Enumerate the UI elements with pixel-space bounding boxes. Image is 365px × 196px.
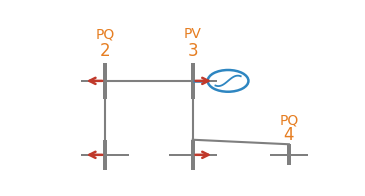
Bar (169, 154, 217, 156)
Bar (287, 144, 291, 165)
Bar (81, 154, 129, 156)
Bar (81, 80, 129, 82)
Bar (103, 63, 107, 99)
Text: PQ: PQ (95, 27, 115, 41)
Bar (191, 140, 195, 170)
Text: 3: 3 (187, 42, 198, 60)
Bar (169, 80, 217, 82)
Text: 4: 4 (284, 126, 294, 144)
Text: PV: PV (184, 27, 201, 41)
Bar (103, 140, 107, 170)
Text: PQ: PQ (279, 113, 299, 127)
Text: 2: 2 (100, 42, 110, 60)
Bar (191, 63, 195, 99)
Bar (270, 154, 308, 156)
